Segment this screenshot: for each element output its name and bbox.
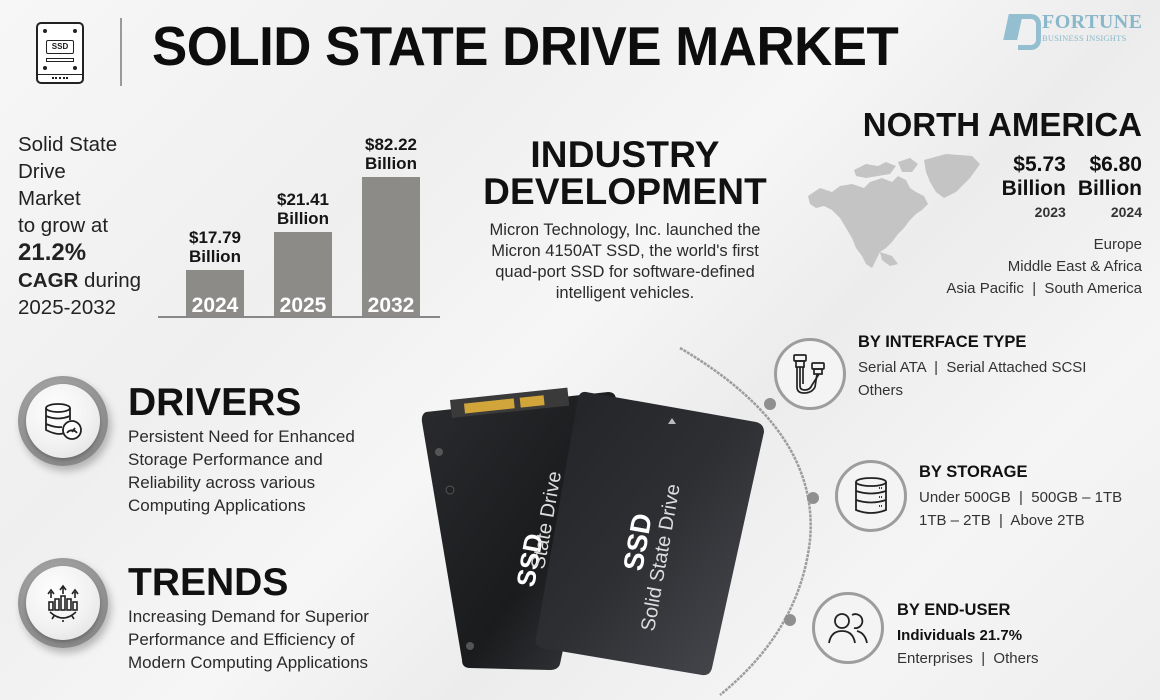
- market-size-bar-chart: $17.79 Billion 2024 $21.41 Billion 2025 $8…: [158, 120, 440, 318]
- logo-line1: FORTUNE: [1042, 11, 1143, 33]
- other-regions: Europe Middle East & Africa Asia Pacific…: [946, 234, 1142, 300]
- storage-segment: BY STORAGE Under 500GB | 500GB – 1TB 1TB…: [919, 462, 1122, 532]
- bar-2024: $17.79 Billion 2024: [186, 228, 244, 317]
- users-icon: [828, 613, 868, 644]
- trends-section: TRENDS Increasing Demand for Superior Pe…: [128, 563, 408, 674]
- bar-2025: $21.41 Billion 2025: [274, 190, 332, 317]
- drivers-title: DRIVERS: [128, 381, 302, 424]
- cagr-label: CAGR: [18, 269, 79, 292]
- storage-line1: Under 500GB | 500GB – 1TB: [919, 489, 1123, 506]
- end-user-badge: [812, 592, 884, 664]
- chart-baseline: [158, 316, 440, 318]
- growth-line3: Market: [18, 187, 81, 210]
- stat-value: $5.73: [1013, 153, 1066, 176]
- bar-unit: Billion: [189, 247, 241, 266]
- bar-unit: Billion: [365, 154, 417, 173]
- growth-line4: to grow at: [18, 214, 109, 237]
- fortune-business-insights-logo: FORTUNE BUSINESS INSIGHTS: [1006, 11, 1143, 51]
- page-title: SOLID STATE DRIVE MARKET: [152, 15, 899, 77]
- industry-title-line2: DEVELOPMENT: [483, 171, 767, 212]
- bar-value: $17.79: [189, 228, 241, 247]
- stat-year: 2023: [1034, 204, 1066, 220]
- database-icon: [855, 477, 887, 514]
- logo-mark-icon: [1006, 14, 1041, 51]
- bar-unit: Billion: [277, 209, 329, 228]
- interface-type-segment: BY INTERFACE TYPE Serial ATA | Serial At…: [858, 332, 1086, 402]
- interface-line2: Others: [858, 382, 904, 399]
- bar-year: 2024: [191, 294, 239, 317]
- logo-line2: BUSINESS INSIGHTS: [1042, 33, 1127, 43]
- drivers-badge: [18, 376, 108, 466]
- stat-unit: Billion: [1001, 177, 1066, 200]
- ssd-product-image: SSD State Drive SSD Solid State Drive: [421, 387, 764, 676]
- growth-summary: Solid State Drive Market to grow at 21.2…: [18, 131, 141, 321]
- drivers-section: DRIVERS Persistent Need for Enhanced Sto…: [128, 383, 398, 517]
- storage-badge: [835, 460, 907, 532]
- stat-2024: $6.80 Billion 2024: [1078, 153, 1142, 220]
- industry-body: Micron Technology, Inc. launched the Mic…: [489, 221, 761, 302]
- bar-value: $82.22: [365, 135, 417, 154]
- bar-year: 2032: [367, 294, 415, 317]
- end-user-line2: Enterprises | Others: [897, 650, 1039, 667]
- end-user-title: BY END-USER: [897, 601, 1011, 619]
- ssd-drive-icon: SSD: [36, 22, 84, 84]
- end-user-line1: Individuals 21.7%: [897, 627, 1023, 644]
- trends-title: TRENDS: [128, 561, 289, 604]
- north-america-title: NORTH AMERICA: [862, 106, 1142, 143]
- header-divider: [120, 18, 122, 86]
- trends-badge: [18, 558, 108, 648]
- north-america-stats: $5.73 Billion 2023 $6.80 Billion 2024: [1002, 153, 1142, 220]
- cagr-suffix: during: [78, 269, 142, 292]
- trends-body: Increasing Demand for Superior Performan…: [128, 607, 369, 672]
- bar-year: 2025: [279, 294, 327, 317]
- growth-gear-icon: [47, 584, 79, 622]
- storage-line2: 1TB – 2TB | Above 2TB: [919, 512, 1085, 529]
- industry-title-line1: INDUSTRY: [530, 134, 720, 175]
- north-america-map-icon: [808, 154, 980, 268]
- segments-connector-arc: [679, 346, 819, 696]
- ssd-icon-label: SSD: [46, 40, 74, 54]
- growth-line2: Drive: [18, 160, 66, 183]
- bar-value: $21.41: [277, 190, 329, 209]
- industry-development: INDUSTRY DEVELOPMENT Micron Technology, I…: [470, 136, 780, 304]
- stat-unit: Billion: [1077, 177, 1142, 200]
- growth-line1: Solid State: [18, 133, 118, 156]
- drivers-body: Persistent Need for Enhanced Storage Per…: [128, 427, 355, 515]
- cagr-value: 21.2%: [18, 239, 87, 266]
- interface-line1: Serial ATA | Serial Attached SCSI: [858, 359, 1087, 376]
- region-line1: Europe: [1093, 236, 1142, 253]
- stat-year: 2024: [1110, 204, 1142, 220]
- bar-2032: $82.22 Billion 2032: [362, 135, 420, 317]
- end-user-segment: BY END-USER Individuals 21.7% Enterprise…: [897, 600, 1038, 670]
- stat-2023: $5.73 Billion 2023: [1002, 153, 1066, 220]
- stat-value: $6.80: [1089, 153, 1142, 176]
- cable-connector-icon: [793, 354, 825, 394]
- interface-type-badge: [774, 338, 846, 410]
- region-line3: Asia Pacific | South America: [946, 280, 1142, 297]
- interface-title: BY INTERFACE TYPE: [858, 333, 1027, 351]
- region-line2: Middle East & Africa: [1007, 258, 1142, 275]
- database-gauge-icon: [45, 403, 82, 440]
- forecast-period: 2025-2032: [18, 296, 117, 319]
- storage-title: BY STORAGE: [919, 463, 1028, 481]
